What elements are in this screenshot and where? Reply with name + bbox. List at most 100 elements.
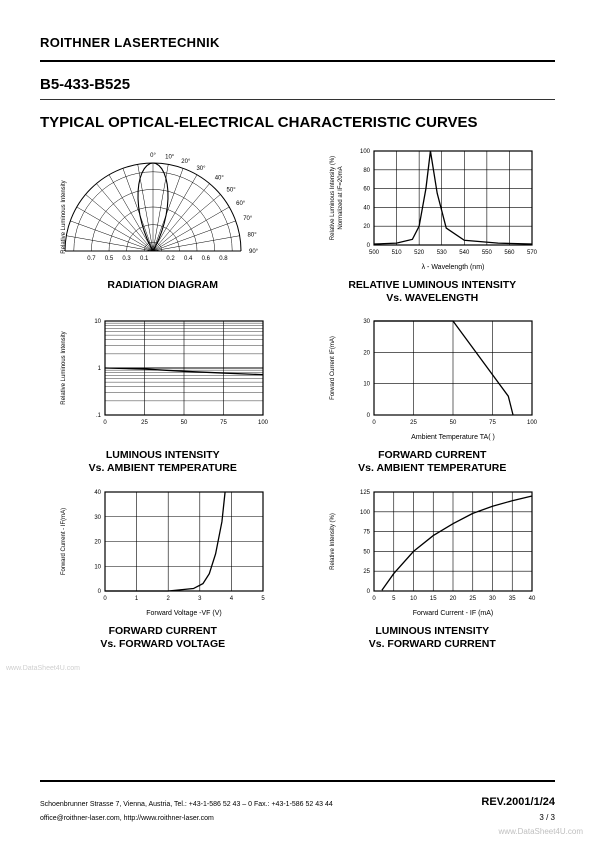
svg-text:35: 35 — [509, 596, 516, 602]
svg-text:125: 125 — [360, 490, 371, 496]
svg-text:Relative Luminous Intensity: Relative Luminous Intensity — [61, 180, 67, 253]
svg-text:0.8: 0.8 — [219, 256, 228, 262]
svg-text:0.2: 0.2 — [166, 256, 175, 262]
caption-text: LUMINOUS INTENSITY — [106, 449, 220, 461]
svg-text:0: 0 — [97, 589, 101, 595]
svg-text:60: 60 — [364, 187, 371, 193]
caption-text: Vs. AMBIENT TEMPERATURE — [89, 462, 237, 474]
part-number: B5-433-B525 — [40, 76, 555, 93]
svg-text:0.6: 0.6 — [201, 256, 210, 262]
chart-if-vs-temp: 01020300255075100Ambient Temperature TA(… — [310, 313, 556, 475]
svg-text:30: 30 — [94, 514, 101, 520]
footer-page: 3 / 3 — [539, 813, 555, 822]
svg-text:50: 50 — [450, 420, 457, 426]
svg-text:0: 0 — [373, 596, 377, 602]
svg-text:75: 75 — [364, 529, 371, 535]
chart-lum-vs-temp: .11100255075100Relative Luminous Intensi… — [40, 313, 286, 475]
svg-text:10: 10 — [364, 382, 371, 388]
svg-text:0: 0 — [367, 243, 371, 249]
watermark-right: www.DataSheet4U.com — [499, 827, 583, 836]
svg-text:530: 530 — [437, 250, 448, 256]
chart-lum-vs-if: 02550751001250510152025303540Forward Cur… — [310, 484, 556, 651]
caption-ifvf: FORWARD CURRENT Vs. FORWARD VOLTAGE — [100, 625, 225, 651]
svg-text:540: 540 — [460, 250, 471, 256]
svg-text:0.1: 0.1 — [140, 256, 149, 262]
svg-text:75: 75 — [220, 420, 227, 426]
footer-contact: office@roithner-laser.com, http://www.ro… — [40, 815, 214, 822]
svg-text:10: 10 — [410, 596, 417, 602]
caption-text: LUMINOUS INTENSITY — [375, 625, 489, 637]
caption-text: Vs. WAVELENGTH — [386, 292, 478, 304]
svg-text:20: 20 — [364, 224, 371, 230]
svg-text:Relative Luminous Intensity: Relative Luminous Intensity — [61, 332, 67, 405]
rule-top — [40, 60, 555, 62]
svg-text:560: 560 — [505, 250, 516, 256]
footer-address: Schoenbrunner Strasse 7, Vienna, Austria… — [40, 801, 333, 808]
svg-text:5: 5 — [392, 596, 396, 602]
caption-iftemp: FORWARD CURRENT Vs. AMBIENT TEMPERATURE — [358, 449, 506, 475]
svg-text:60°: 60° — [236, 201, 246, 207]
svg-text:0.3: 0.3 — [122, 256, 131, 262]
chart-spectrum: 020406080100500510520530540550560570λ - … — [310, 143, 556, 305]
svg-text:0.4: 0.4 — [184, 256, 193, 262]
svg-text:50: 50 — [364, 549, 371, 555]
svg-text:20: 20 — [364, 351, 371, 357]
svg-text:50: 50 — [180, 420, 187, 426]
svg-text:20°: 20° — [181, 159, 191, 165]
charts-grid: 0°10°20°30°40°50°60°70°80°90°0.70.50.30.… — [40, 143, 555, 651]
svg-text:30: 30 — [489, 596, 496, 602]
svg-text:0: 0 — [373, 420, 377, 426]
svg-text:100: 100 — [360, 509, 371, 515]
svg-text:80°: 80° — [247, 232, 257, 238]
svg-text:Forward Current - IF (mA): Forward Current - IF (mA) — [413, 610, 494, 617]
caption-text: Vs. FORWARD CURRENT — [369, 638, 496, 650]
footer: Schoenbrunner Strasse 7, Vienna, Austria… — [40, 770, 555, 822]
svg-text:0.5: 0.5 — [105, 256, 114, 262]
caption-text: Vs. FORWARD VOLTAGE — [100, 638, 225, 650]
svg-text:100: 100 — [527, 420, 538, 426]
svg-text:1: 1 — [135, 596, 139, 602]
svg-text:75: 75 — [489, 420, 496, 426]
svg-text:2: 2 — [166, 596, 170, 602]
svg-text:50°: 50° — [226, 187, 236, 193]
svg-text:Forward Current IF(mA): Forward Current IF(mA) — [330, 336, 336, 400]
svg-text:500: 500 — [369, 250, 380, 256]
svg-text:0: 0 — [103, 596, 107, 602]
caption-text: FORWARD CURRENT — [378, 449, 486, 461]
caption-spectrum: RELATIVE LUMINOUS INTENSITY Vs. WAVELENG… — [348, 279, 516, 305]
rule-part — [40, 99, 555, 100]
svg-text:Ambient Temperature TA( ): Ambient Temperature TA( ) — [411, 434, 495, 441]
svg-text:70°: 70° — [243, 216, 253, 222]
svg-text:520: 520 — [414, 250, 425, 256]
caption-lumtemp: LUMINOUS INTENSITY Vs. AMBIENT TEMPERATU… — [89, 449, 237, 475]
watermark-left: www.DataSheet4U.com — [6, 665, 80, 672]
chart-radiation: 0°10°20°30°40°50°60°70°80°90°0.70.50.30.… — [40, 143, 286, 305]
caption-radiation: RADIATION DIAGRAM — [107, 279, 218, 292]
svg-text:15: 15 — [430, 596, 437, 602]
svg-text:30°: 30° — [196, 166, 206, 172]
svg-text:80: 80 — [364, 168, 371, 174]
svg-text:10: 10 — [94, 319, 101, 325]
svg-text:25: 25 — [364, 569, 371, 575]
svg-text:4: 4 — [229, 596, 233, 602]
rule-footer — [40, 780, 555, 782]
svg-text:25: 25 — [141, 420, 148, 426]
svg-text:Forward Voltage -VF (V): Forward Voltage -VF (V) — [146, 610, 221, 617]
svg-text:1: 1 — [97, 366, 101, 372]
svg-text:25: 25 — [470, 596, 477, 602]
svg-text:0.7: 0.7 — [87, 256, 96, 262]
svg-text:λ - Wavelength (nm): λ - Wavelength (nm) — [422, 264, 485, 271]
svg-text:Relative Luminous Intensity (%: Relative Luminous Intensity (%) — [330, 156, 336, 240]
svg-text:3: 3 — [198, 596, 202, 602]
svg-text:30: 30 — [364, 319, 371, 325]
svg-text:Relative Intensity (%): Relative Intensity (%) — [330, 513, 336, 570]
svg-text:Normalized at IF=20mA: Normalized at IF=20mA — [338, 166, 344, 229]
caption-text: FORWARD CURRENT — [109, 625, 217, 637]
svg-text:40°: 40° — [214, 175, 224, 181]
caption-lumif: LUMINOUS INTENSITY Vs. FORWARD CURRENT — [369, 625, 496, 651]
svg-text:20: 20 — [94, 539, 101, 545]
svg-text:570: 570 — [527, 250, 538, 256]
svg-text:90°: 90° — [249, 249, 259, 255]
svg-text:510: 510 — [392, 250, 403, 256]
company-name: ROITHNER LASERTECHNIK — [40, 35, 555, 50]
